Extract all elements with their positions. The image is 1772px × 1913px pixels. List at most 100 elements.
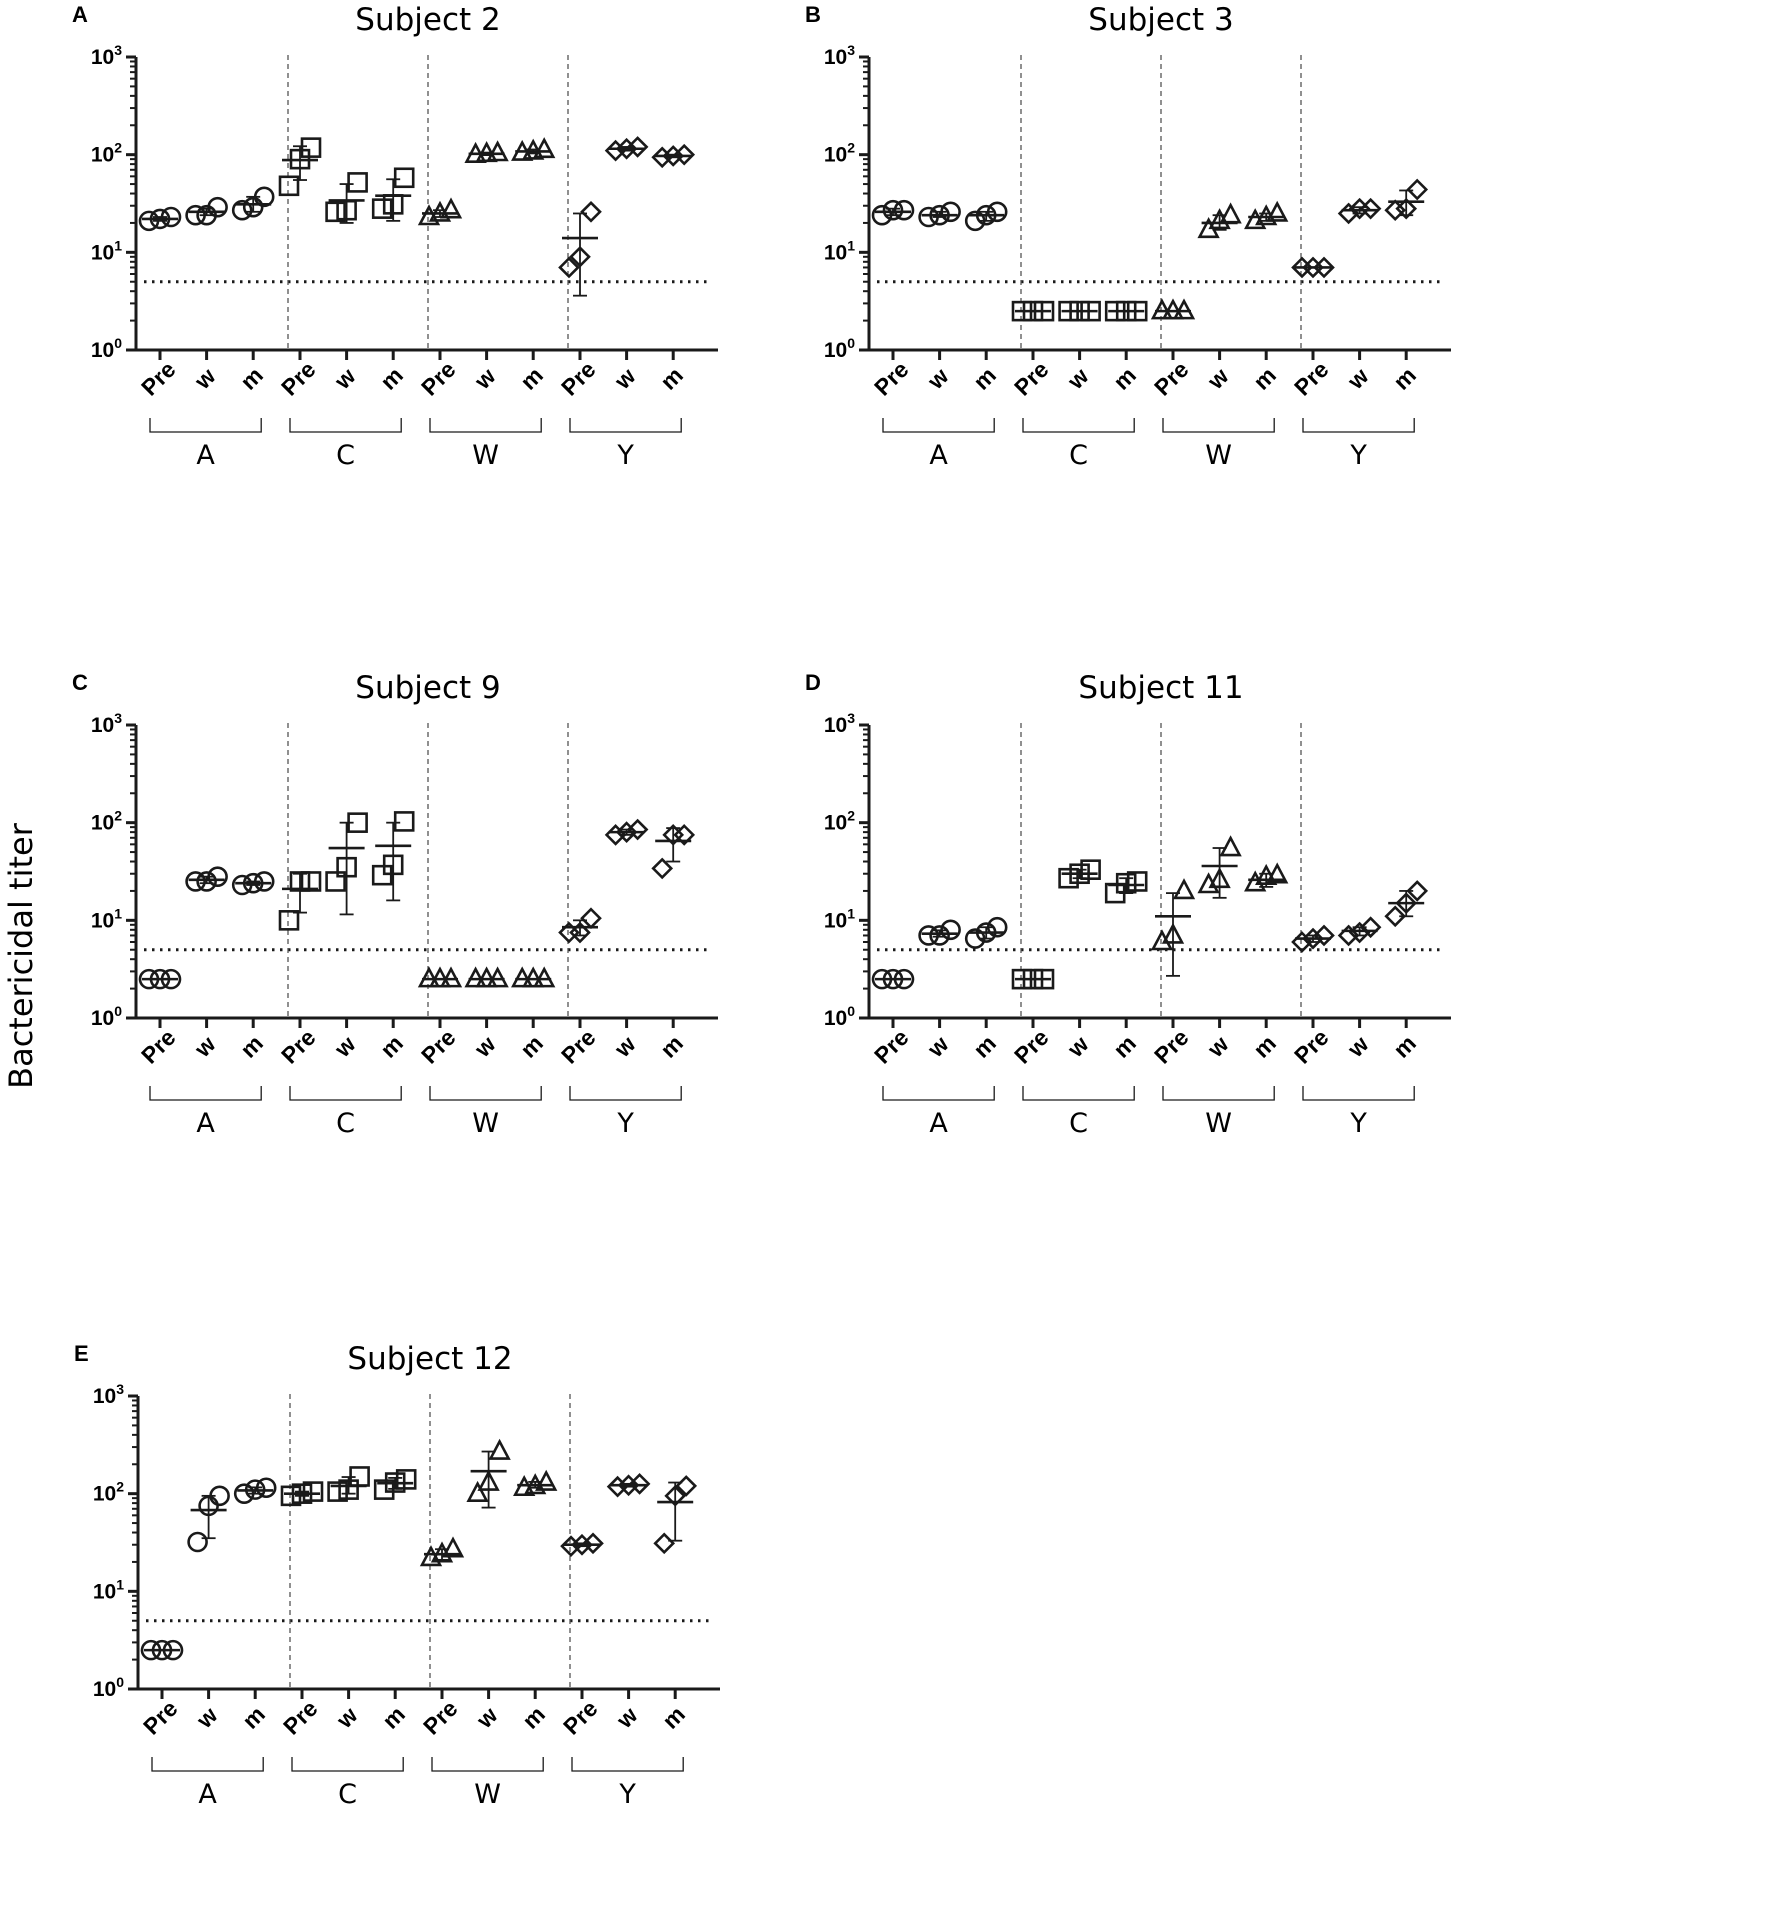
group-bracket: [1302, 418, 1415, 433]
triangle-marker: [1208, 867, 1231, 889]
circle-marker: [160, 206, 182, 228]
x-tick-label: m: [1388, 362, 1421, 395]
triangle-marker: [441, 1536, 465, 1558]
x-tick-label: w: [1202, 363, 1234, 395]
chart-title: Subject 3: [1088, 2, 1233, 38]
x-tick-label: Pre: [136, 356, 181, 401]
circle-marker: [187, 1531, 208, 1553]
y-tick-label: 100: [93, 1674, 124, 1701]
diamond-marker: [1384, 199, 1407, 222]
group-label: A: [929, 440, 948, 471]
diamond-marker: [626, 818, 649, 841]
x-tick-label: Pre: [556, 1024, 601, 1069]
diamond-marker: [1406, 880, 1429, 902]
square-marker: [1080, 859, 1101, 880]
group-bracket: [431, 1757, 544, 1772]
diamond-marker: [662, 145, 685, 167]
triangle-marker: [428, 966, 452, 988]
triangle-marker: [464, 966, 487, 988]
group-bracket: [289, 418, 402, 433]
x-tick-label: w: [611, 1702, 643, 1734]
x-tick-label: w: [331, 1702, 363, 1734]
group-bracket: [1302, 1086, 1415, 1101]
x-tick-label: Pre: [556, 356, 601, 401]
group-label: Y: [616, 1108, 634, 1139]
x-tick-label: m: [515, 362, 548, 395]
group-label: Y: [1349, 440, 1367, 471]
triangle-marker: [1150, 298, 1174, 320]
square-marker: [300, 137, 322, 158]
panel-letter: B: [805, 2, 821, 27]
x-tick-label: m: [968, 1030, 1001, 1063]
group-bracket: [1022, 1086, 1135, 1101]
group-label: W: [472, 440, 499, 471]
group-bracket: [291, 1757, 404, 1772]
diamond-marker: [1359, 916, 1382, 939]
triangle-marker: [1266, 862, 1289, 884]
x-tick-label: Pre: [278, 1695, 323, 1740]
group-bracket: [569, 1086, 682, 1101]
triangle-marker: [1161, 922, 1185, 944]
circle-marker: [964, 210, 986, 232]
diamond-marker: [675, 1475, 698, 1497]
circle-marker: [893, 199, 915, 221]
circle-marker: [231, 199, 253, 221]
square-marker: [280, 1485, 302, 1507]
group-bracket: [571, 1757, 684, 1772]
x-tick-label: w: [1342, 1031, 1374, 1063]
y-tick-label: 102: [824, 808, 855, 835]
y-tick-label: 100: [91, 1003, 122, 1030]
x-tick-label: m: [1248, 1030, 1281, 1063]
triangle-marker: [511, 966, 534, 988]
triangle-marker: [533, 137, 556, 159]
group-label: C: [338, 1779, 357, 1810]
diamond-marker: [582, 1532, 604, 1555]
circle-marker: [253, 186, 275, 208]
group-label: W: [474, 1779, 501, 1810]
circle-marker: [233, 1483, 255, 1504]
x-tick-label: m: [237, 1701, 270, 1734]
x-tick-label: Pre: [1009, 356, 1054, 401]
diamond-marker: [653, 1532, 676, 1555]
x-tick-label: w: [609, 1031, 641, 1063]
diamond-marker: [571, 1533, 593, 1556]
circle-marker: [929, 925, 950, 946]
diamond-marker: [558, 256, 580, 279]
group-bracket: [149, 1086, 262, 1101]
square-marker: [336, 856, 357, 878]
x-tick-label: m: [968, 362, 1001, 395]
square-marker: [393, 167, 415, 189]
diamond-marker: [617, 1474, 640, 1497]
x-tick-label: m: [515, 1030, 548, 1063]
x-tick-label: Pre: [1009, 1024, 1054, 1069]
diamond-marker: [1302, 927, 1324, 950]
square-marker: [278, 175, 300, 197]
y-tick-label: 100: [91, 335, 122, 362]
y-tick-label: 103: [93, 1381, 124, 1408]
circle-marker: [207, 196, 228, 218]
triangle-marker: [522, 966, 545, 988]
y-tick-label: 101: [824, 237, 855, 264]
x-tick-label: m: [1108, 362, 1141, 395]
x-tick-label: Pre: [1149, 356, 1194, 401]
group-label: A: [929, 1108, 948, 1139]
x-tick-label: Pre: [1289, 1024, 1334, 1069]
group-bracket: [882, 1086, 995, 1101]
x-tick-label: Pre: [416, 1024, 461, 1069]
triangle-marker: [486, 140, 509, 162]
group-bracket: [289, 1086, 402, 1101]
x-tick-label: m: [657, 1701, 690, 1734]
x-tick-label: m: [235, 1030, 268, 1063]
x-tick-label: w: [1062, 363, 1094, 395]
square-marker: [1058, 867, 1079, 889]
circle-marker: [207, 866, 228, 887]
circle-marker: [882, 199, 904, 221]
square-marker: [371, 864, 393, 886]
group-label: C: [1069, 1108, 1088, 1139]
triangle-marker: [439, 197, 463, 219]
circle-marker: [918, 925, 939, 946]
group-bracket: [429, 418, 542, 433]
diamond-marker: [615, 821, 638, 843]
x-tick-label: Pre: [136, 1024, 181, 1069]
